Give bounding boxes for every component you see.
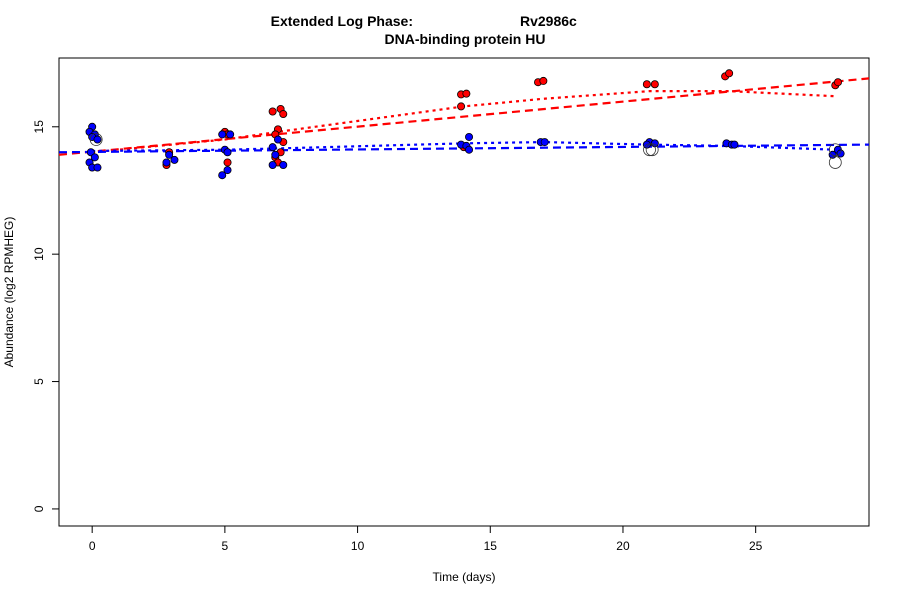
red-data-point <box>462 89 471 98</box>
blue-data-point <box>90 153 99 162</box>
blue-data-point <box>218 130 227 139</box>
x-tick-label: 5 <box>222 539 229 553</box>
red-data-point <box>279 110 288 119</box>
plot-frame <box>58 57 870 527</box>
blue-data-point <box>93 135 102 144</box>
blue-data-point <box>268 161 277 170</box>
y-tick-label: 15 <box>32 120 46 134</box>
y-tick-label: 5 <box>32 378 46 385</box>
blue-data-point <box>226 130 235 139</box>
blue-data-point <box>273 135 282 144</box>
red-data-point <box>650 80 659 89</box>
x-tick-label: 20 <box>616 539 630 553</box>
blue-data-point <box>223 166 232 175</box>
x-tick-label: 25 <box>749 539 763 553</box>
red-data-point <box>223 158 232 167</box>
red-data-point <box>725 69 734 78</box>
chart-subtitle: DNA-binding protein HU <box>385 31 546 47</box>
highlighted-point-ring <box>89 133 103 146</box>
red-data-point <box>642 80 651 89</box>
highlighted-point-ring <box>828 156 842 169</box>
highlighted-point-ring <box>643 143 656 157</box>
x-tick-label: 15 <box>484 539 498 553</box>
x-tick-label: 0 <box>89 539 96 553</box>
chart-title-right: Rv2986c <box>520 13 577 29</box>
blue-data-point <box>162 158 171 167</box>
blue-data-point <box>218 171 227 180</box>
blue-data-point <box>223 148 232 157</box>
x-tick-label: 10 <box>351 539 365 553</box>
chart-title-left: Extended Log Phase: <box>271 13 413 29</box>
blue-data-point <box>836 149 845 158</box>
red-data-point <box>539 76 548 85</box>
y-axis-label: Abundance (log2 RPMHEG) <box>2 217 16 368</box>
blue-data-point <box>279 161 288 170</box>
blue-data-point <box>268 143 277 152</box>
blue-data-point <box>271 150 280 159</box>
red-data-point <box>268 107 277 116</box>
blue-data-point <box>165 150 174 159</box>
blue-data-point <box>540 138 549 147</box>
blue-data-point <box>465 145 474 154</box>
red-dotted-fit-line <box>92 90 836 154</box>
x-axis-label: Time (days) <box>433 570 496 584</box>
blue-data-point <box>170 155 179 164</box>
blue-dotted-fit-line <box>92 140 836 153</box>
highlighted-point-ring <box>828 143 842 157</box>
red-data-point <box>833 78 842 87</box>
y-tick-label: 0 <box>32 505 46 512</box>
blue-data-point <box>93 163 102 172</box>
blue-data-point <box>730 140 739 149</box>
highlighted-point-ring <box>645 143 659 157</box>
y-tick-label: 10 <box>32 247 46 261</box>
red-data-point <box>457 102 466 111</box>
blue-data-point <box>465 132 474 141</box>
